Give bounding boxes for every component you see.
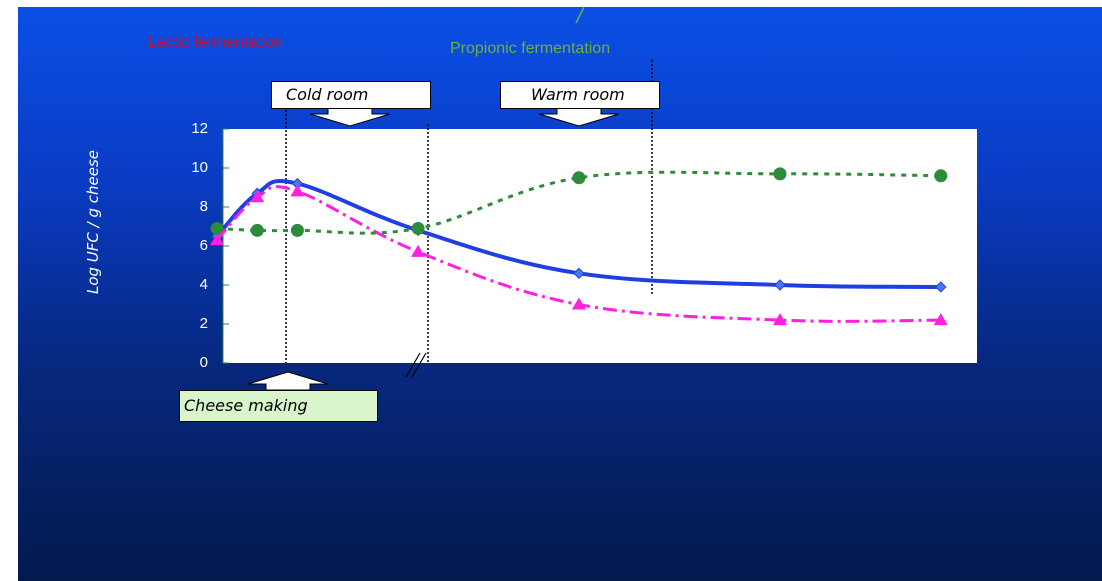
series-line-1 bbox=[215, 178, 941, 289]
axis-break-mark bbox=[405, 352, 421, 378]
y-tick-label: 12 bbox=[191, 120, 208, 137]
data-point-circle bbox=[773, 167, 787, 181]
data-point-triangle bbox=[210, 233, 225, 246]
data-point-circle bbox=[411, 221, 425, 235]
y-axis-label: Log UFC / g cheese bbox=[84, 149, 102, 295]
cheese-making-callout: Cheese making bbox=[179, 390, 378, 422]
data-point-circle bbox=[934, 169, 948, 183]
data-point-triangle bbox=[250, 190, 265, 203]
plot-area bbox=[223, 129, 977, 363]
y-tick-label: 0 bbox=[199, 354, 208, 371]
warm-room-callout: Warm room bbox=[500, 81, 660, 109]
data-point-circle bbox=[290, 223, 304, 237]
propionic-fermentation-label: Propionic fermentation bbox=[450, 40, 611, 57]
series-line-2 bbox=[215, 185, 941, 323]
data-point-triangle bbox=[411, 244, 426, 257]
y-tick-label: 4 bbox=[199, 276, 208, 293]
data-point-triangle bbox=[772, 313, 787, 326]
data-point-circle bbox=[210, 221, 224, 235]
y-tick-label: 2 bbox=[199, 315, 208, 332]
chart-svg bbox=[210, 7, 977, 391]
warm-room-arrow bbox=[538, 107, 620, 127]
data-point-circle bbox=[572, 171, 586, 185]
y-tick-label: 6 bbox=[199, 237, 208, 254]
data-point-triangle bbox=[933, 313, 948, 326]
data-point-diamond bbox=[774, 279, 786, 291]
data-point-diamond bbox=[573, 267, 585, 280]
cold-room-arrow bbox=[309, 107, 391, 127]
y-tick-label: 10 bbox=[191, 159, 208, 176]
data-point-triangle bbox=[290, 184, 305, 197]
data-point-circle bbox=[250, 223, 264, 237]
y-tick-label: 8 bbox=[199, 198, 208, 215]
data-point-diamond bbox=[935, 281, 947, 293]
cheese-making-arrow bbox=[247, 371, 329, 391]
data-point-triangle bbox=[571, 297, 586, 310]
pointer-line bbox=[575, 7, 585, 24]
axis-break-mark bbox=[411, 352, 427, 378]
cold-room-callout: Cold room bbox=[271, 81, 431, 109]
lactic-fermentation-label: Lactic fermentation bbox=[148, 34, 284, 51]
slide: Lactic fermentation Propionic fermentati… bbox=[18, 7, 1102, 581]
